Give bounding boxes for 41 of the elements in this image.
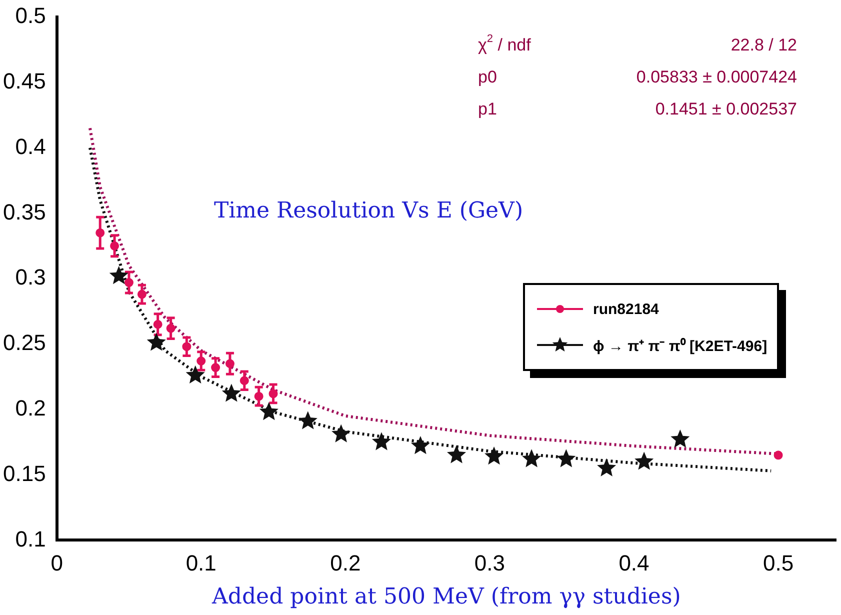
point <box>222 384 241 402</box>
point <box>556 449 576 468</box>
x-tick-label: 0.2 <box>330 550 361 576</box>
text: Time Resolution Vs E (GeV) <box>214 198 524 224</box>
point <box>670 429 690 448</box>
point <box>186 365 205 384</box>
point <box>634 452 654 470</box>
point <box>146 332 166 351</box>
annotation: p1 <box>478 100 497 119</box>
point <box>597 458 616 476</box>
point <box>447 445 466 464</box>
y-tick-label: 0.4 <box>15 134 46 159</box>
y-tick-label: 0.15 <box>2 460 46 486</box>
y-tick-label: 0.2 <box>15 395 46 420</box>
legend-label: ϕ → π⁺ π⁻ π⁰ [K2ET-496] <box>593 336 768 355</box>
annotation: 0.1451 ± 0.002537 <box>655 100 798 119</box>
x-tick-label: 0.3 <box>474 550 505 576</box>
legend-label: run82184 <box>593 300 659 318</box>
point <box>484 446 504 465</box>
y-tick-label: 0.35 <box>2 199 46 224</box>
x-tick-label: 0.4 <box>618 550 650 576</box>
y-tick-label: 0.45 <box>2 68 46 94</box>
point <box>259 402 278 420</box>
point <box>298 411 318 430</box>
x-axis-title: Added point at 500 MeV (from γγ studies) <box>210 584 681 610</box>
x-tick-label: 0.1 <box>186 550 216 576</box>
point <box>372 432 391 450</box>
annotation: p0 <box>478 68 497 87</box>
x-tick-label: 0.5 <box>762 550 794 576</box>
point <box>109 266 128 284</box>
y-tick-label: 0.3 <box>15 264 46 290</box>
point <box>332 424 351 442</box>
annotation: 22.8 / 12 <box>730 36 798 55</box>
annotation: 0.05833 ± 0.0007424 <box>636 68 798 87</box>
point <box>522 449 542 468</box>
y-tick-label: 0.25 <box>2 330 46 356</box>
y-tick-label: 0.1 <box>15 526 46 552</box>
point <box>410 436 430 454</box>
y-tick-label: 0.5 <box>15 3 46 28</box>
x-tick-label: 0 <box>50 550 63 576</box>
point <box>774 450 783 460</box>
